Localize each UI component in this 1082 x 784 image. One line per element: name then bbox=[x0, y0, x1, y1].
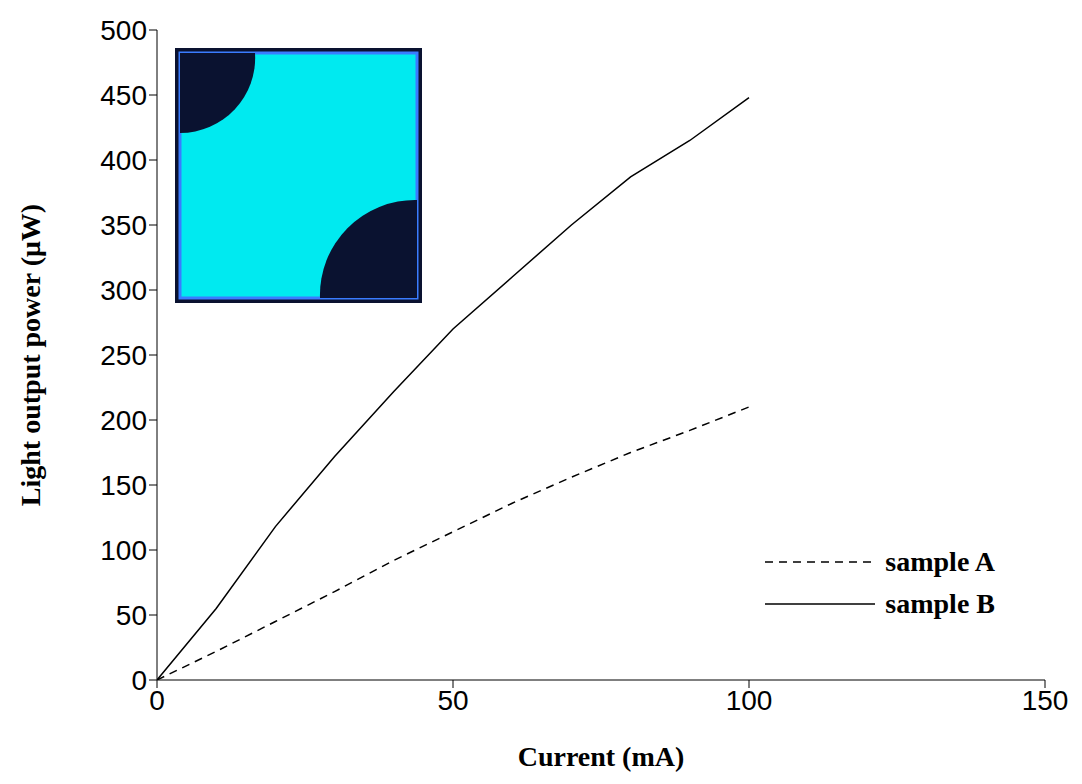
svg-text:Current (mA): Current (mA) bbox=[518, 741, 685, 772]
svg-text:Light output power (μW): Light output power (μW) bbox=[15, 204, 46, 506]
html-text:sample B: sample B bbox=[885, 588, 995, 619]
svg-text:200: 200 bbox=[100, 405, 147, 436]
svg-text:100: 100 bbox=[726, 685, 773, 716]
svg-text:400: 400 bbox=[100, 145, 147, 176]
svg-text:0: 0 bbox=[149, 685, 165, 716]
html-text:sample A: sample A bbox=[885, 546, 995, 577]
svg-text:350: 350 bbox=[100, 210, 147, 241]
svg-text:450: 450 bbox=[100, 80, 147, 111]
svg-text:250: 250 bbox=[100, 340, 147, 371]
svg-text:300: 300 bbox=[100, 275, 147, 306]
svg-text:50: 50 bbox=[116, 600, 147, 631]
svg-text:500: 500 bbox=[100, 15, 147, 46]
svg-text:100: 100 bbox=[100, 535, 147, 566]
svg-text:0: 0 bbox=[131, 665, 147, 696]
svg-text:50: 50 bbox=[437, 685, 468, 716]
svg-text:150: 150 bbox=[1022, 685, 1069, 716]
svg-text:150: 150 bbox=[100, 470, 147, 501]
